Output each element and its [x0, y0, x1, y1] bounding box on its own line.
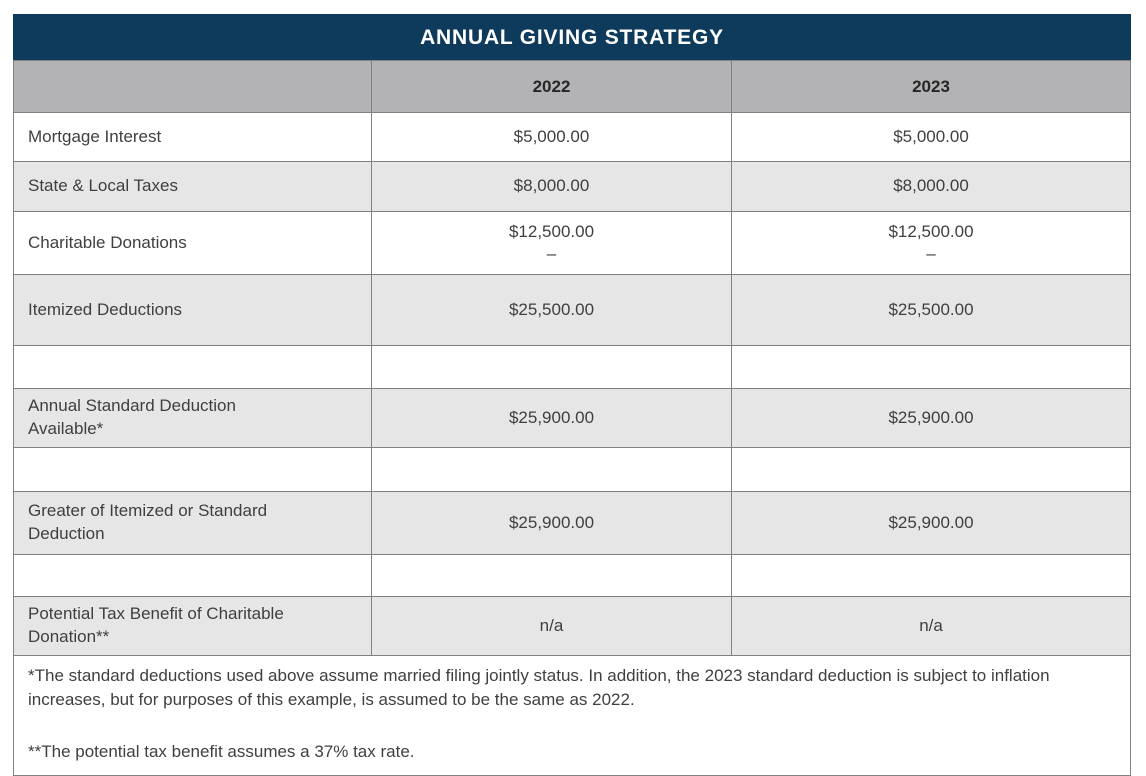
row-label: State & Local Taxes [13, 161, 372, 212]
row-label: Greater of Itemized or Standard Deductio… [13, 490, 372, 555]
table-row [13, 345, 1132, 389]
cell-2022: $25,900.00 [371, 490, 732, 555]
row-label: Itemized Deductions [13, 274, 372, 346]
row-label [13, 553, 372, 597]
row-label: Annual Standard Deduction Available* [13, 388, 372, 448]
column-header-row: 2022 2023 [13, 60, 1132, 113]
footnote-standard-deduction: *The standard deductions used above assu… [28, 665, 1050, 710]
table-row [13, 446, 1132, 492]
table-body: Mortgage Interest $5,000.00 $5,000.00 St… [13, 112, 1132, 656]
cell-2023: $8,000.00 [730, 161, 1132, 212]
cell-2022: $25,900.00 [371, 388, 732, 448]
value-2022: $25,900.00 [508, 407, 595, 427]
value-2023: $8,000.00 [893, 176, 969, 196]
row-label [13, 345, 372, 389]
cell-2023 [730, 553, 1132, 597]
giving-strategy-table: ANNUAL GIVING STRATEGY 2022 2023 Mortgag… [12, 14, 1132, 776]
title-row: ANNUAL GIVING STRATEGY [12, 14, 1132, 61]
table-row: Itemized Deductions $25,500.00 $25,500.0… [13, 274, 1132, 346]
value-2022: $12,500.00 [508, 221, 595, 241]
cell-2023: $5,000.00 [730, 112, 1132, 162]
cell-2022: $12,500.00 – [371, 211, 732, 275]
table-row: Mortgage Interest $5,000.00 $5,000.00 [13, 112, 1132, 162]
footnote-row: *The standard deductions used above assu… [12, 654, 1132, 776]
cell-2022 [371, 345, 732, 389]
footnote-tax-rate: **The potential tax benefit assumes a 37… [28, 742, 415, 762]
value-2022-sub: – [546, 244, 557, 263]
row-label: Potential Tax Benefit of Charitable Dona… [13, 595, 372, 656]
footnote-cell: *The standard deductions used above assu… [12, 654, 1132, 776]
cell-2022: $5,000.00 [371, 112, 732, 162]
value-2023: $12,500.00 [888, 221, 974, 241]
value-2022: $5,000.00 [513, 126, 590, 146]
cell-2023: $25,500.00 [730, 274, 1132, 346]
cell-2023: $25,900.00 [730, 490, 1132, 555]
table-row: Greater of Itemized or Standard Deductio… [13, 490, 1132, 555]
row-label: Charitable Donations [13, 211, 372, 275]
row-label [13, 446, 372, 492]
table-row: Annual Standard Deduction Available* $25… [13, 388, 1132, 448]
cell-2022: $25,500.00 [371, 274, 732, 346]
value-2023: $25,500.00 [888, 299, 974, 319]
table-row [13, 553, 1132, 597]
value-2023: $25,900.00 [888, 512, 974, 532]
table-row: Potential Tax Benefit of Charitable Dona… [13, 595, 1132, 656]
value-2022: n/a [539, 615, 564, 635]
value-2023: $25,900.00 [888, 407, 974, 427]
row-label: Mortgage Interest [13, 112, 372, 162]
page-title: ANNUAL GIVING STRATEGY [12, 14, 1132, 61]
column-header-2022: 2022 [371, 60, 732, 113]
value-2023-sub: – [926, 244, 936, 263]
cell-2023 [730, 446, 1132, 492]
table-row: Charitable Donations $12,500.00 – $12,50… [13, 211, 1132, 275]
value-2023: $5,000.00 [893, 126, 969, 146]
value-2022: $25,900.00 [508, 512, 595, 532]
cell-2023: n/a [730, 595, 1132, 656]
cell-2022 [371, 553, 732, 597]
cell-2022: $8,000.00 [371, 161, 732, 212]
annual-giving-strategy-table: ANNUAL GIVING STRATEGY 2022 2023 Mortgag… [12, 14, 1132, 776]
cell-2022 [371, 446, 732, 492]
cell-2023 [730, 345, 1132, 389]
value-2022: $25,500.00 [508, 299, 595, 319]
column-header-blank [13, 60, 372, 113]
value-2023: n/a [919, 615, 943, 635]
cell-2023: $12,500.00 – [730, 211, 1132, 275]
value-2022: $8,000.00 [513, 176, 590, 196]
cell-2023: $25,900.00 [730, 388, 1132, 448]
cell-2022: n/a [371, 595, 732, 656]
column-header-2023: 2023 [730, 60, 1132, 113]
table-row: State & Local Taxes $8,000.00 $8,000.00 [13, 161, 1132, 212]
